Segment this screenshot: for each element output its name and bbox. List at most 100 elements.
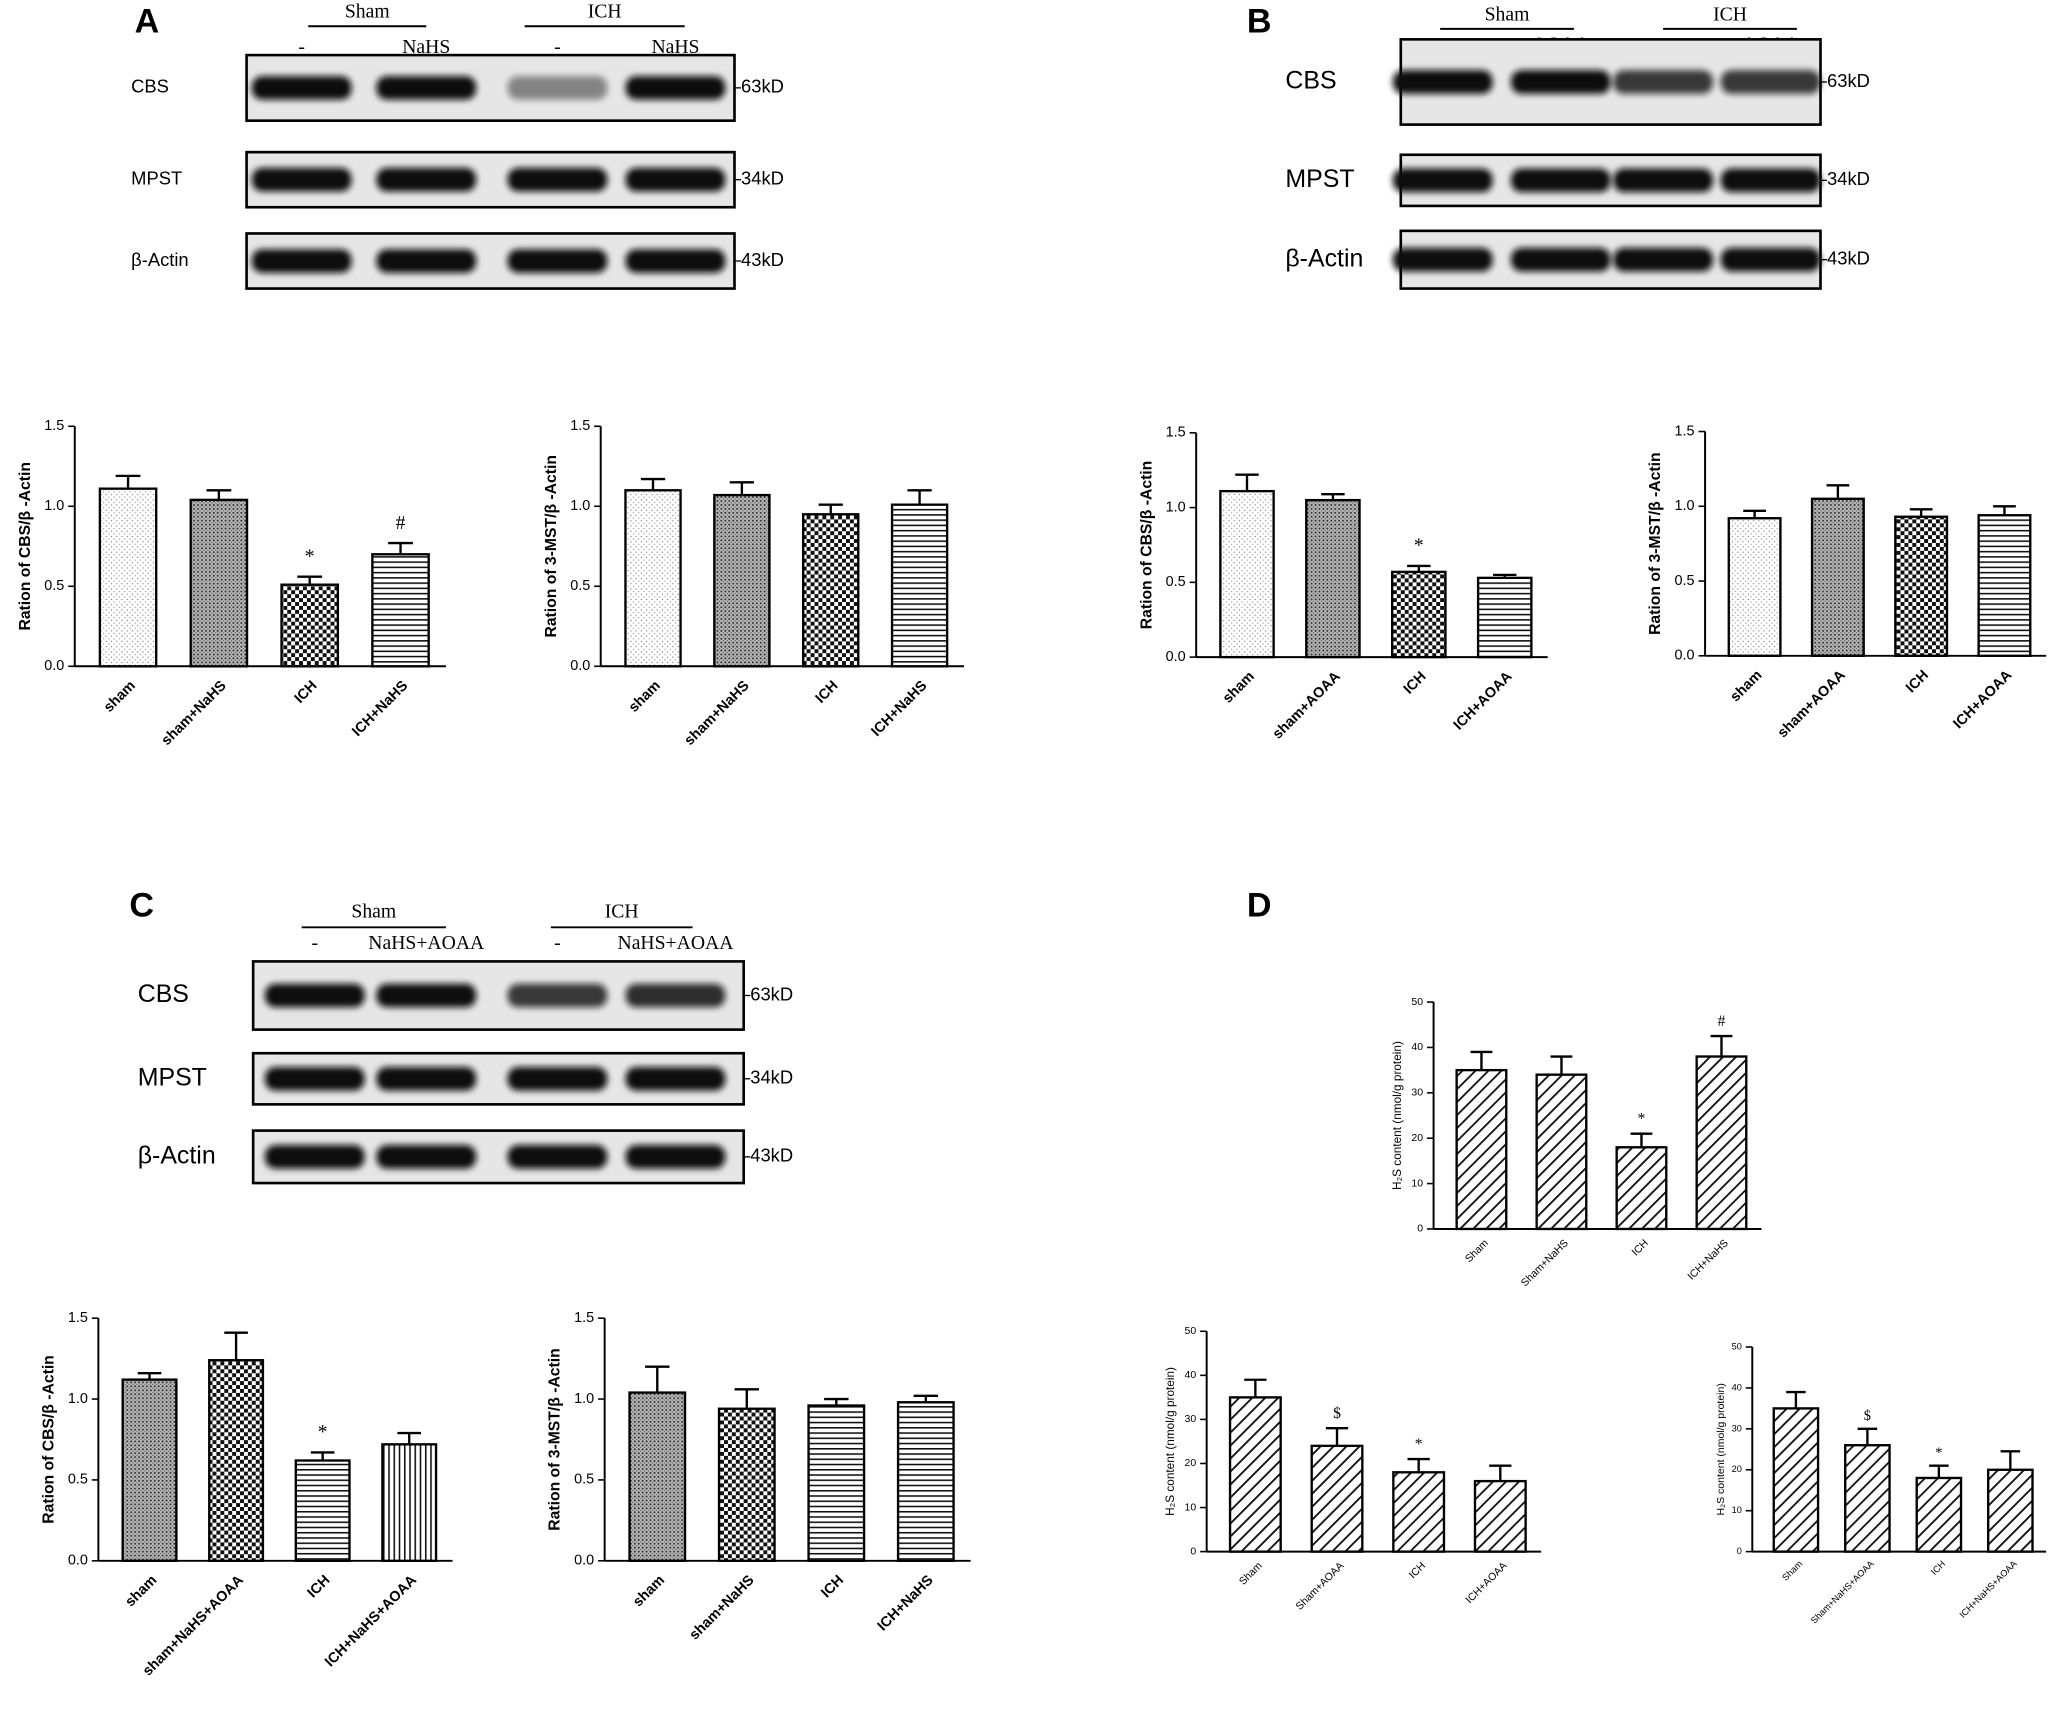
y-tick-label: 0.0 (1675, 648, 1695, 664)
blot-size-label: 63kD (1827, 70, 1870, 91)
bar (896, 1401, 955, 1562)
y-tick-label: 1.5 (570, 418, 590, 434)
panel-label: C (129, 887, 154, 925)
bar (208, 1359, 265, 1562)
y-axis-label: Ration of 3-MST/β -Actin (543, 455, 560, 638)
x-tick-label: ICH (1630, 1238, 1651, 1259)
blot-band (1510, 168, 1611, 193)
y-tick-label: 10 (1732, 1505, 1742, 1515)
bar (294, 1459, 351, 1562)
y-tick-label: 0.0 (574, 1553, 594, 1569)
bar (890, 503, 949, 668)
blot-lane-label: NaHS (651, 36, 699, 58)
y-tick-label: 20 (1411, 1133, 1423, 1144)
bar (802, 513, 860, 668)
y-tick-label: 40 (1732, 1382, 1742, 1392)
y-tick-label: 1.0 (68, 1391, 88, 1407)
bar (1772, 1407, 1820, 1553)
bar (1977, 514, 2032, 657)
blot-band (1510, 70, 1611, 94)
x-tick-label: sham (101, 678, 139, 716)
blot-band (507, 983, 608, 1008)
blot-band (376, 249, 477, 273)
panel-label: A (135, 3, 160, 41)
significance-mark: $ (1333, 1405, 1341, 1422)
blot-band (264, 1145, 365, 1169)
x-tick-label: sham (1727, 667, 1765, 705)
bar (381, 1443, 438, 1562)
panel-label: B (1247, 3, 1272, 41)
bar (121, 1378, 178, 1562)
bar (807, 1404, 866, 1562)
blot-band (625, 76, 726, 100)
bar (1219, 489, 1275, 659)
chart: 0 10 20 30 40 50 H₂S content (nmol/g protein) S… (1716, 1341, 2047, 1626)
chart: 0.0 0.5 1.0 1.5 Ration of 3-MST/β -Actin sham… (543, 418, 965, 749)
y-tick-label: 30 (1185, 1414, 1197, 1425)
y-axis-label: Ration of CBS/β -Actin (1138, 461, 1155, 630)
blot-band (1720, 247, 1821, 272)
y-axis-label: H₂S content (nmol/g protein) (1716, 1383, 1727, 1515)
y-tick-label: 0.0 (570, 658, 590, 674)
blot-band (1720, 168, 1821, 193)
y-tick-label: 0.5 (68, 1472, 88, 1488)
blot-group-label: ICH (588, 1, 622, 23)
bar (1228, 1396, 1282, 1553)
chart: 0 10 20 30 40 50 H₂S content (nmol/g protein) S… (1163, 1326, 1542, 1613)
bar (717, 1407, 776, 1562)
y-tick-label: 1.5 (574, 1310, 594, 1326)
y-tick-label: 1.0 (1166, 499, 1186, 515)
x-tick-label: ICH (1929, 1559, 1947, 1577)
x-tick-label: ICH+AOAA (1464, 1561, 1509, 1606)
blot-band (1392, 70, 1493, 94)
blot-band (625, 1066, 726, 1091)
x-tick-label: ICH+NaHS (1686, 1238, 1731, 1283)
y-tick-label: 0.5 (44, 578, 64, 594)
significance-mark: * (318, 1421, 328, 1443)
chart: 0 10 20 30 40 50 H₂S content (nmol/g protein) S… (1390, 997, 1762, 1289)
bar (1615, 1146, 1668, 1231)
blot-band (1510, 247, 1611, 272)
bar (1310, 1444, 1364, 1553)
blot-size-label: 63kD (741, 76, 784, 97)
x-tick-label: ICH (818, 1572, 847, 1601)
blot-lane-label: NaHS+AOAA (618, 932, 735, 954)
y-tick-label: 1.0 (44, 498, 64, 514)
blot-row-name: MPST (138, 1063, 207, 1091)
x-tick-label: sham+NaHS (682, 678, 753, 749)
y-tick-label: 1.0 (1675, 498, 1695, 514)
blot-lane-label: - (554, 36, 561, 58)
x-tick-label: sham (630, 1572, 668, 1610)
x-tick-label: ICH+AOAA (1950, 667, 2015, 732)
significance-mark: # (1718, 1013, 1726, 1030)
blot-band (251, 167, 352, 192)
y-tick-label: 10 (1411, 1178, 1423, 1189)
x-tick-label: ICH (1401, 669, 1430, 698)
significance-mark: * (1935, 1445, 1942, 1461)
blot-band (1392, 168, 1493, 193)
x-tick-label: ICH (1903, 667, 1932, 696)
blot-band (507, 76, 608, 100)
y-axis-label: Ration of CBS/β -Actin (17, 462, 34, 631)
x-tick-label: sham+AOAA (1775, 667, 1849, 741)
y-tick-label: 40 (1411, 1042, 1423, 1053)
panel-label: D (1247, 887, 1272, 925)
blot-band (251, 249, 352, 273)
blot-lane-label: - (312, 932, 319, 954)
x-tick-label: ICH (813, 678, 842, 707)
x-tick-label: sham (626, 678, 664, 716)
bar (1844, 1444, 1891, 1553)
blot-band (625, 249, 726, 273)
figure-content: A B C D Sham ICH - NaHS - NaHS CBS 63kD MPST 34kD β-Ac… (17, 1, 2047, 1679)
blot-band (1613, 247, 1713, 272)
x-tick-label: ICH (1407, 1561, 1428, 1582)
bar (1987, 1468, 2034, 1553)
y-axis-label: Ration of 3-MST/β -Actin (547, 1348, 564, 1531)
blot-band (507, 1145, 608, 1169)
y-tick-label: 0.5 (574, 1472, 594, 1488)
y-tick-label: 10 (1185, 1502, 1197, 1513)
x-tick-label: Sham+AOAA (1294, 1561, 1346, 1613)
significance-mark: * (305, 545, 315, 567)
y-tick-label: 30 (1732, 1423, 1742, 1433)
